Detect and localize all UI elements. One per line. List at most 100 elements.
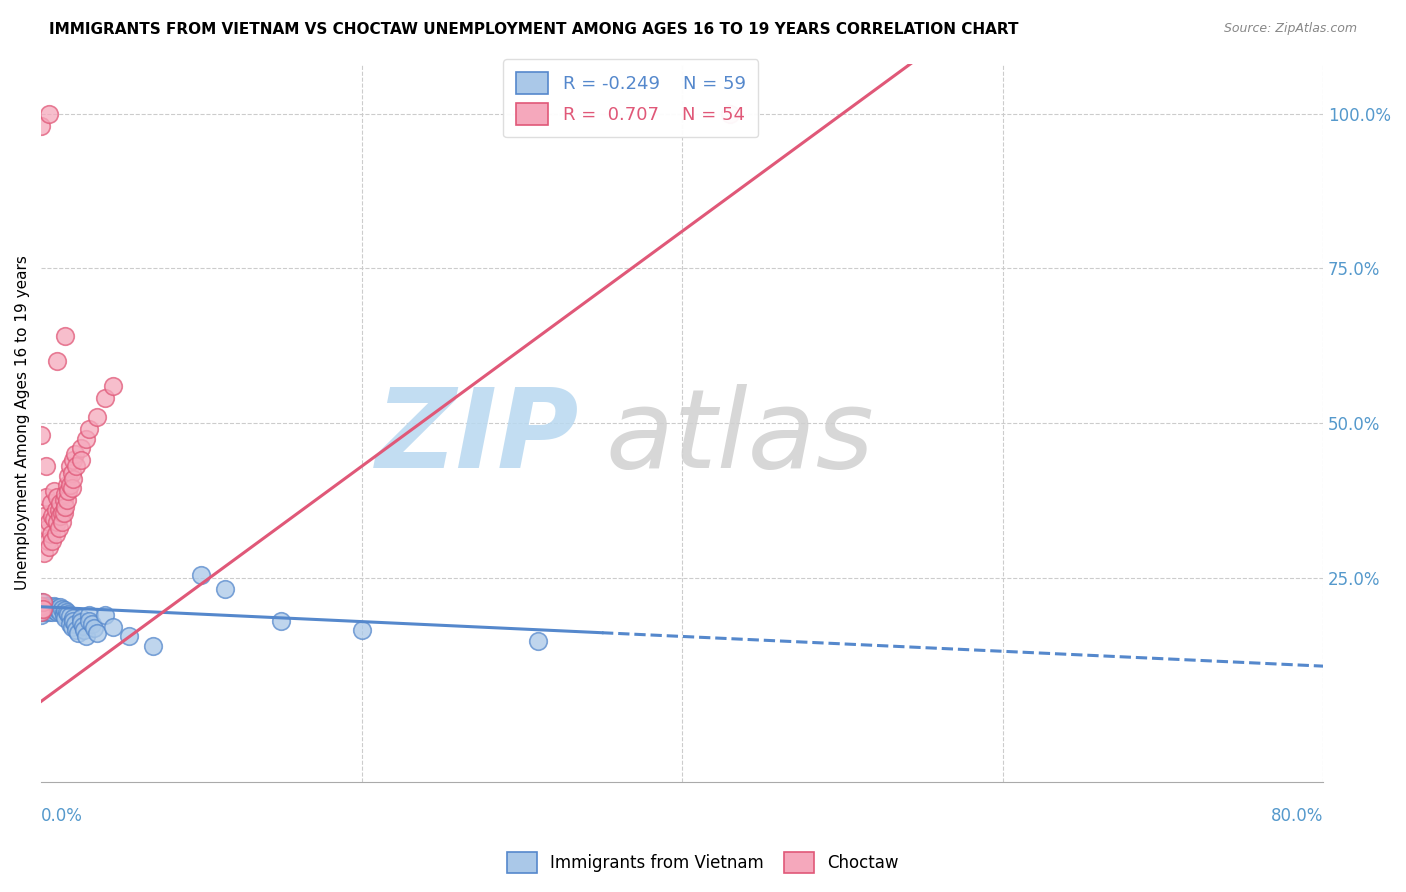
Point <box>35 459 58 474</box>
Point <box>38 599 60 613</box>
Point <box>52 506 75 520</box>
Point <box>48 603 70 617</box>
Point <box>30 595 52 609</box>
Point <box>70 611 93 625</box>
Point <box>86 626 108 640</box>
Point <box>46 354 69 368</box>
Legend: Immigrants from Vietnam, Choctaw: Immigrants from Vietnam, Choctaw <box>501 846 905 880</box>
Point <box>30 599 52 613</box>
Point <box>39 600 62 615</box>
Point <box>86 409 108 424</box>
Point <box>53 487 76 501</box>
Point <box>77 422 100 436</box>
Point <box>66 626 89 640</box>
Point <box>270 614 292 628</box>
Point <box>70 453 93 467</box>
Point <box>34 546 56 560</box>
Point <box>30 605 52 619</box>
Point <box>51 506 73 520</box>
Point <box>51 515 73 529</box>
Point <box>35 599 58 613</box>
Point <box>77 607 100 622</box>
Point <box>41 508 63 523</box>
Point <box>39 603 62 617</box>
Point <box>31 595 53 609</box>
Point <box>41 533 63 548</box>
Text: 0.0%: 0.0% <box>41 806 83 824</box>
Point <box>48 521 70 535</box>
Point <box>37 533 59 548</box>
Point <box>52 493 75 508</box>
Point <box>49 605 72 619</box>
Point <box>55 478 77 492</box>
Point <box>55 493 77 508</box>
Point <box>41 605 63 619</box>
Point <box>38 601 60 615</box>
Point <box>46 605 69 619</box>
Point <box>53 611 76 625</box>
Point <box>103 379 125 393</box>
Point <box>53 500 76 514</box>
Point <box>142 639 165 653</box>
Point <box>94 607 117 622</box>
Point <box>34 605 56 619</box>
Point <box>46 601 69 615</box>
Point <box>70 441 93 455</box>
Point <box>70 615 93 630</box>
Point <box>42 603 65 617</box>
Text: 80.0%: 80.0% <box>1271 806 1323 824</box>
Point <box>31 601 53 615</box>
Point <box>62 472 84 486</box>
Point <box>60 466 83 480</box>
Point <box>44 502 66 516</box>
Y-axis label: Unemployment Among Ages 16 to 19 years: Unemployment Among Ages 16 to 19 years <box>15 256 30 591</box>
Point <box>37 600 59 615</box>
Point <box>53 603 76 617</box>
Point <box>103 620 125 634</box>
Point <box>58 607 80 621</box>
Point <box>59 459 82 474</box>
Point <box>65 624 87 638</box>
Point <box>30 601 52 615</box>
Text: ZIP: ZIP <box>375 384 579 491</box>
Point <box>39 527 62 541</box>
Point <box>63 447 86 461</box>
Point <box>214 582 236 596</box>
Point <box>39 496 62 510</box>
Point <box>75 432 97 446</box>
Point <box>49 600 72 615</box>
Point <box>51 601 73 615</box>
Point <box>52 605 75 619</box>
Point <box>44 527 66 541</box>
Point <box>30 428 52 442</box>
Point <box>83 621 105 635</box>
Point <box>82 617 104 632</box>
Point <box>350 624 373 638</box>
Point <box>58 484 80 499</box>
Legend: R = -0.249    N = 59, R =  0.707    N = 54: R = -0.249 N = 59, R = 0.707 N = 54 <box>503 59 758 137</box>
Point <box>60 620 83 634</box>
Point <box>38 605 60 619</box>
Point <box>75 630 97 644</box>
Point <box>118 630 141 644</box>
Point <box>46 515 69 529</box>
Point <box>72 619 94 633</box>
Point <box>58 468 80 483</box>
Point <box>42 599 65 613</box>
Point <box>30 119 52 133</box>
Point <box>77 614 100 628</box>
Text: atlas: atlas <box>605 384 873 491</box>
Point <box>41 601 63 615</box>
Point <box>65 459 87 474</box>
Text: Source: ZipAtlas.com: Source: ZipAtlas.com <box>1223 22 1357 36</box>
Point <box>30 601 52 615</box>
Point <box>42 484 65 499</box>
Point <box>73 624 96 638</box>
Point <box>59 609 82 624</box>
Point <box>38 515 60 529</box>
Point <box>30 605 52 619</box>
Point <box>55 605 77 619</box>
Point <box>30 607 52 622</box>
Text: IMMIGRANTS FROM VIETNAM VS CHOCTAW UNEMPLOYMENT AMONG AGES 16 TO 19 YEARS CORREL: IMMIGRANTS FROM VIETNAM VS CHOCTAW UNEMP… <box>49 22 1019 37</box>
Point <box>46 490 69 504</box>
